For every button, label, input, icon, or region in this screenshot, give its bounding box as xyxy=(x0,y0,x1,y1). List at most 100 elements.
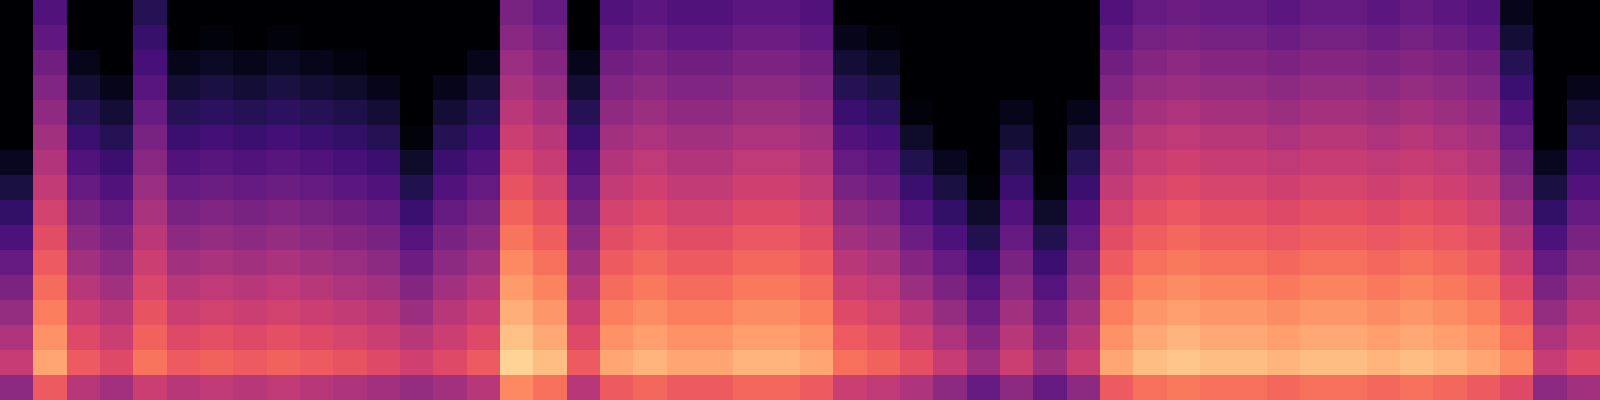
cell xyxy=(467,325,501,351)
cell xyxy=(867,100,901,126)
cell xyxy=(1167,200,1201,226)
cell xyxy=(500,175,534,201)
cell xyxy=(233,0,267,26)
cell xyxy=(300,150,334,176)
cell xyxy=(667,250,701,276)
cell xyxy=(200,125,234,151)
cell xyxy=(1133,250,1167,276)
cell xyxy=(300,275,334,301)
cell xyxy=(233,350,267,376)
cell xyxy=(67,200,101,226)
cell xyxy=(1267,125,1301,151)
cell xyxy=(600,225,634,251)
cell xyxy=(1467,375,1501,400)
cell xyxy=(1133,150,1167,176)
cell xyxy=(1300,175,1334,201)
cell xyxy=(567,50,601,76)
cell xyxy=(1033,275,1067,301)
cell xyxy=(67,25,101,51)
cell xyxy=(533,125,567,151)
cell xyxy=(600,300,634,326)
cell xyxy=(1200,225,1234,251)
cell xyxy=(1267,200,1301,226)
cell xyxy=(867,200,901,226)
cell xyxy=(700,175,734,201)
cell xyxy=(133,300,167,326)
cell xyxy=(967,300,1001,326)
cell xyxy=(400,125,434,151)
cell xyxy=(1333,200,1367,226)
cell xyxy=(133,350,167,376)
cell xyxy=(367,75,401,101)
cell xyxy=(1400,100,1434,126)
cell xyxy=(467,150,501,176)
cell xyxy=(1367,275,1401,301)
cell xyxy=(33,375,67,400)
cell xyxy=(1367,325,1401,351)
cell xyxy=(1100,25,1134,51)
cell xyxy=(1167,0,1201,26)
cell xyxy=(600,50,634,76)
cell xyxy=(967,225,1001,251)
cell xyxy=(1067,125,1101,151)
cell xyxy=(1300,325,1334,351)
cell xyxy=(1333,50,1367,76)
cell xyxy=(1033,150,1067,176)
cell xyxy=(133,0,167,26)
cell xyxy=(800,350,834,376)
cell xyxy=(1500,25,1534,51)
cell xyxy=(1000,200,1034,226)
cell xyxy=(1400,125,1434,151)
cell xyxy=(1467,150,1501,176)
cell xyxy=(1467,125,1501,151)
cell xyxy=(767,200,801,226)
cell xyxy=(33,0,67,26)
cell xyxy=(1567,225,1600,251)
cell xyxy=(1233,25,1267,51)
cell xyxy=(1033,225,1067,251)
cell xyxy=(333,225,367,251)
cell xyxy=(67,100,101,126)
cell xyxy=(200,350,234,376)
cell xyxy=(1100,350,1134,376)
cell xyxy=(667,300,701,326)
cell xyxy=(1100,250,1134,276)
cell xyxy=(1367,200,1401,226)
cell xyxy=(767,250,801,276)
cell xyxy=(800,100,834,126)
cell xyxy=(267,150,301,176)
cell xyxy=(1033,100,1067,126)
cell xyxy=(200,75,234,101)
cell xyxy=(1133,25,1167,51)
cell xyxy=(1133,0,1167,26)
cell xyxy=(800,375,834,400)
cell xyxy=(867,0,901,26)
cell xyxy=(267,125,301,151)
cell xyxy=(1367,50,1401,76)
cell xyxy=(767,300,801,326)
cell xyxy=(1133,350,1167,376)
cell xyxy=(500,300,534,326)
cell xyxy=(33,75,67,101)
cell xyxy=(533,225,567,251)
cell xyxy=(533,50,567,76)
cell xyxy=(367,325,401,351)
cell xyxy=(900,300,934,326)
cell xyxy=(1300,0,1334,26)
cell xyxy=(900,150,934,176)
cell xyxy=(100,350,134,376)
cell xyxy=(767,75,801,101)
cell xyxy=(500,375,534,400)
cell xyxy=(0,300,34,326)
cell xyxy=(267,50,301,76)
cell xyxy=(1067,175,1101,201)
cell xyxy=(333,275,367,301)
cell xyxy=(900,200,934,226)
cell xyxy=(633,75,667,101)
cell xyxy=(1200,325,1234,351)
cell xyxy=(1433,0,1467,26)
cell xyxy=(933,0,967,26)
cell xyxy=(1100,150,1134,176)
cell xyxy=(667,150,701,176)
cell xyxy=(200,225,234,251)
